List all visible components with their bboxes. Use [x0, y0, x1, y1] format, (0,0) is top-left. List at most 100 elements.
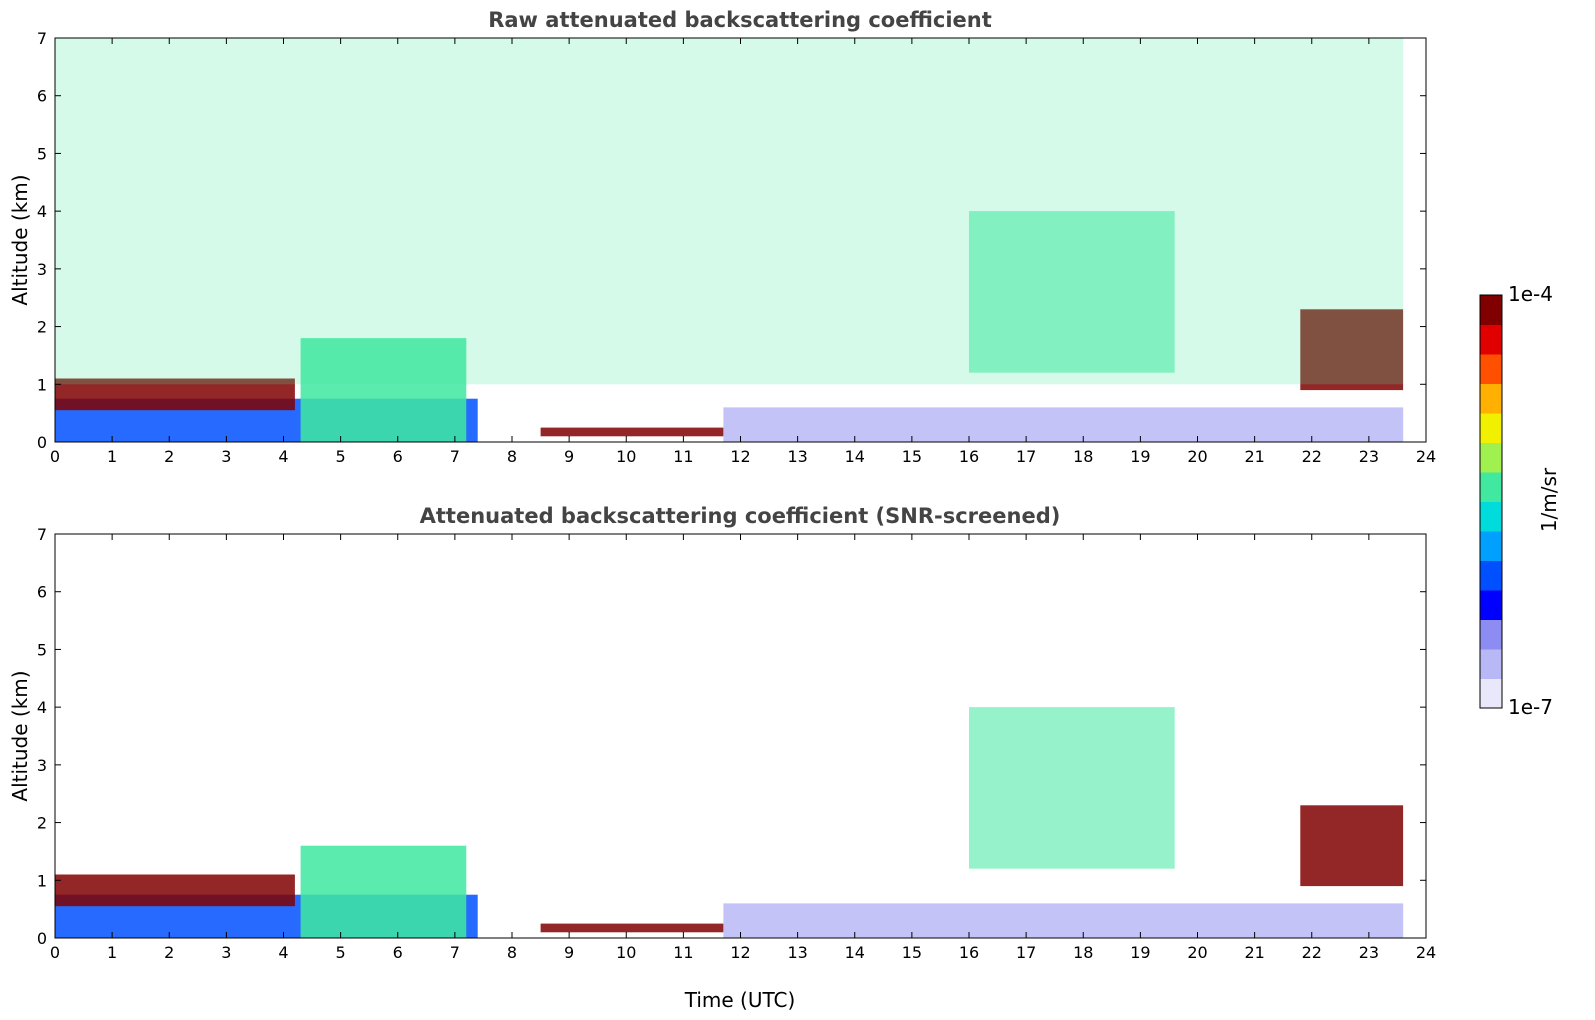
x-tick-label: 6 [393, 943, 403, 962]
y-tick-label: 7 [37, 525, 47, 544]
x-tick-label: 14 [845, 943, 865, 962]
y-tick-label: 4 [37, 698, 47, 717]
x-tick-label: 15 [902, 943, 922, 962]
x-tick-label: 11 [673, 447, 693, 466]
x-tick-label: 22 [1302, 447, 1322, 466]
y-tick-label: 2 [37, 318, 47, 337]
y-tick-label: 0 [37, 929, 47, 948]
x-axis-label: Time (UTC) [684, 988, 796, 1012]
x-tick-label: 5 [336, 447, 346, 466]
x-tick-label: 1 [107, 447, 117, 466]
heatmap-feature-morning-low-cloud [55, 378, 295, 411]
heatmap-feature-morning-low-cloud [55, 874, 295, 907]
panel-screened-title: Attenuated backscattering coefficient (S… [420, 504, 1061, 528]
y-tick-label: 3 [37, 260, 47, 279]
x-tick-label: 6 [393, 447, 403, 466]
x-tick-label: 14 [845, 447, 865, 466]
x-tick-label: 20 [1187, 943, 1207, 962]
x-axis-screened: 0 1 2 3 4 5 6 7 8 9 10 11 12 13 14 15 16 17 18 19 20 21 22 23 24 [50, 534, 1436, 962]
colorbar-scale [1480, 295, 1502, 709]
y-tick-label: 2 [37, 814, 47, 833]
colorbar-segment [1480, 678, 1502, 709]
heatmap-feature-free-troposphere-noise [55, 38, 1404, 385]
colorbar-max-label: 1e-4 [1508, 282, 1553, 306]
y-tick-label: 6 [37, 583, 47, 602]
colorbar-segment [1480, 560, 1502, 591]
y-tick-label: 1 [37, 375, 47, 394]
x-tick-label: 21 [1244, 943, 1264, 962]
heatmap-feature-evening-cloud [1300, 309, 1404, 391]
y-axis-label-raw: Altitude (km) [8, 174, 32, 305]
x-tick-label: 8 [507, 447, 517, 466]
colorbar-segment [1480, 413, 1502, 443]
x-tick-label: 16 [959, 943, 979, 962]
x-tick-label: 11 [673, 943, 693, 962]
panel-raw-title: Raw attenuated backscattering coefficien… [488, 8, 992, 32]
x-tick-label: 15 [902, 447, 922, 466]
x-axis-raw: 0 1 2 3 4 5 6 7 8 9 10 11 12 13 14 15 16 17 18 19 20 21 22 23 24 [50, 38, 1436, 466]
x-tick-label: 16 [959, 447, 979, 466]
x-tick-label: 3 [221, 943, 231, 962]
colorbar-unit-label: 1/m/sr [1537, 467, 1561, 532]
colorbar-segment [1480, 295, 1502, 325]
x-tick-label: 7 [450, 943, 460, 962]
x-tick-label: 2 [164, 943, 174, 962]
colorbar-segment [1480, 501, 1502, 532]
x-tick-label: 24 [1416, 447, 1436, 466]
heatmap-feature-evening-cloud [1300, 805, 1404, 887]
heatmap-feature-aerosol-plumes [300, 845, 467, 938]
heatmap-feature-mid-level-cloud-streaks [969, 211, 1175, 373]
colorbar-frame [1479, 294, 1503, 709]
x-tick-label: 9 [564, 943, 574, 962]
x-tick-label: 2 [164, 447, 174, 466]
colorbar-segment [1480, 442, 1502, 473]
x-tick-label: 9 [564, 447, 574, 466]
x-tick-label: 12 [730, 943, 750, 962]
y-tick-label: 1 [37, 871, 47, 890]
y-axis-screened: 0 1 2 3 4 5 6 7 [37, 525, 1426, 948]
y-tick-label: 6 [37, 87, 47, 106]
heatmap-feature-fog-layer [540, 427, 724, 437]
plot-area-screened [54, 533, 1427, 939]
heatmap-feature-afternoon-boundary-layer [723, 407, 1404, 442]
colorbar-min-label: 1e-7 [1508, 695, 1553, 719]
x-tick-label: 0 [50, 943, 60, 962]
y-axis-label-screened: Altitude (km) [8, 670, 32, 801]
x-tick-label: 18 [1073, 943, 1093, 962]
heatmap-feature-aerosol-plumes [300, 338, 467, 442]
y-tick-label: 3 [37, 756, 47, 775]
colorbar: 1e-4 1e-7 1/m/sr [1479, 282, 1561, 719]
colorbar-segment [1480, 472, 1502, 502]
plot-area-raw [54, 37, 1427, 443]
x-tick-label: 17 [1016, 447, 1036, 466]
x-tick-label: 5 [336, 943, 346, 962]
x-tick-label: 19 [1130, 447, 1150, 466]
x-tick-label: 10 [616, 447, 636, 466]
x-tick-label: 7 [450, 447, 460, 466]
heatmap-feature-fog-layer [540, 923, 724, 933]
heatmap-feature-afternoon-boundary-layer [723, 903, 1404, 938]
panel-screened: Attenuated backscattering coefficient (S… [8, 504, 1436, 1012]
x-tick-label: 12 [730, 447, 750, 466]
x-tick-label: 10 [616, 943, 636, 962]
plot-background [55, 534, 1426, 938]
colorbar-segment [1480, 619, 1502, 650]
y-tick-label: 7 [37, 29, 47, 48]
x-tick-label: 3 [221, 447, 231, 466]
x-tick-label: 22 [1302, 943, 1322, 962]
x-tick-label: 19 [1130, 943, 1150, 962]
heatmap-feature-mid-level-cloud-streaks [969, 707, 1175, 869]
y-tick-label: 0 [37, 433, 47, 452]
x-tick-label: 4 [278, 447, 288, 466]
x-tick-label: 18 [1073, 447, 1093, 466]
colorbar-segment [1480, 324, 1502, 355]
x-tick-label: 8 [507, 943, 517, 962]
x-tick-label: 1 [107, 943, 117, 962]
x-tick-label: 0 [50, 447, 60, 466]
y-tick-label: 5 [37, 640, 47, 659]
colorbar-segment [1480, 354, 1502, 384]
colorbar-segment [1480, 649, 1502, 679]
colorbar-segment [1480, 590, 1502, 620]
x-tick-label: 4 [278, 943, 288, 962]
